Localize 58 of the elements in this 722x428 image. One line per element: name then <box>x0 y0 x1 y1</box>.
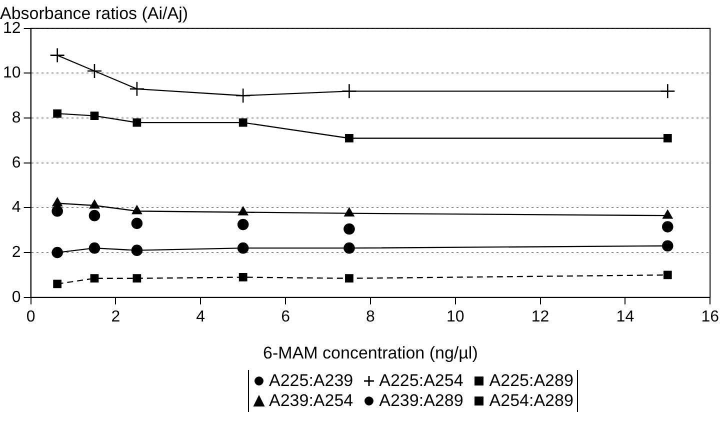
point <box>53 109 62 118</box>
point <box>129 81 145 97</box>
legend-label: A254:A289 <box>489 391 574 411</box>
point <box>132 205 142 214</box>
point <box>662 210 673 219</box>
x-tick-label: 0 <box>26 308 36 326</box>
point <box>344 208 354 216</box>
point <box>86 63 102 79</box>
point <box>52 246 63 258</box>
point <box>52 198 62 206</box>
x-tick-label: 10 <box>446 308 464 326</box>
point <box>237 242 249 254</box>
point <box>238 206 248 216</box>
point <box>90 200 100 209</box>
point <box>345 134 354 142</box>
point <box>90 112 99 120</box>
point <box>662 240 674 252</box>
point <box>90 274 99 283</box>
point <box>88 210 100 222</box>
x-tick-label: 16 <box>701 308 720 326</box>
point <box>345 274 354 283</box>
point <box>235 88 251 104</box>
point <box>131 218 143 230</box>
x-tick-label: 4 <box>196 308 206 326</box>
legend-label: A225:A289 <box>489 371 574 391</box>
y-tick-label: 4 <box>12 199 21 216</box>
point <box>238 273 248 282</box>
x-tick-label: 12 <box>531 308 550 326</box>
y-tick-label: 8 <box>12 109 21 126</box>
x-tick-label: 8 <box>366 308 375 326</box>
point <box>53 280 62 288</box>
x-tick-label: 2 <box>111 308 120 326</box>
point <box>131 244 143 256</box>
x-tick-label: 14 <box>616 308 634 326</box>
x-axis-title: 6-MAM concentration (ng/µl) <box>263 343 478 362</box>
point <box>344 223 355 235</box>
y-tick-label: 2 <box>12 244 21 261</box>
point <box>660 84 676 99</box>
point <box>50 48 65 63</box>
point <box>662 221 674 232</box>
legend-label: A225:A254 <box>379 371 464 391</box>
y-tick-label: 0 <box>12 288 21 306</box>
legend-label: A239:A289 <box>379 391 464 411</box>
point <box>663 270 672 280</box>
x-tick-label: 6 <box>281 308 290 326</box>
y-tick-label: 10 <box>3 64 21 82</box>
point <box>132 118 142 127</box>
point <box>238 118 248 127</box>
point <box>237 218 249 230</box>
point <box>344 242 355 254</box>
point <box>88 242 100 254</box>
point <box>52 205 63 217</box>
y-tick-label: 6 <box>12 154 21 172</box>
point <box>132 274 142 283</box>
legend-label: A225:A239 <box>269 371 354 391</box>
point <box>663 134 672 142</box>
point <box>342 84 357 99</box>
legend-label: A239:A254 <box>269 391 354 411</box>
